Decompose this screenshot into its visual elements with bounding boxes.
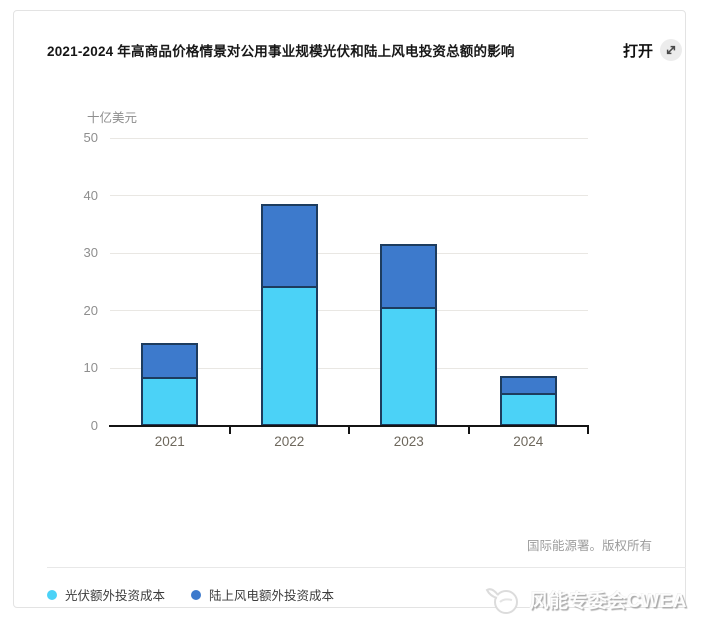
- source-attribution: 国际能源署。版权所有: [526, 539, 652, 553]
- chart-card: 2021-2024 年高商品价格情景对公用事业规模光伏和陆上风电投资总额的影响 …: [13, 10, 686, 608]
- y-axis-unit-label: 十亿美元: [87, 111, 138, 125]
- watermark: 风能专委会CWEA: [484, 581, 687, 617]
- legend-label: 光伏额外投资成本: [65, 589, 166, 603]
- expand-diagonal-arrow-icon: [666, 45, 676, 55]
- chart-legend: 光伏额外投资成本 陆上风电额外投资成本: [47, 585, 334, 604]
- legend-dot: [47, 589, 57, 600]
- legend-divider: [47, 567, 686, 568]
- open-button[interactable]: 打开: [623, 39, 683, 61]
- watermark-text: 风能专委会CWEA: [529, 590, 687, 612]
- legend-dot: [191, 589, 202, 600]
- legend-label: 陆上风电额外投资成本: [209, 589, 335, 603]
- expand-icon[interactable]: [660, 39, 683, 61]
- cwea-logo-icon: [486, 588, 519, 614]
- open-button-label: 打开: [623, 42, 654, 60]
- legend-item-solar-pv[interactable]: 光伏额外投资成本: [47, 585, 165, 604]
- chart-title: 2021-2024 年高商品价格情景对公用事业规模光伏和陆上风电投资总额的影响: [47, 44, 515, 59]
- legend-item-onshore-wind[interactable]: 陆上风电额外投资成本: [191, 585, 334, 604]
